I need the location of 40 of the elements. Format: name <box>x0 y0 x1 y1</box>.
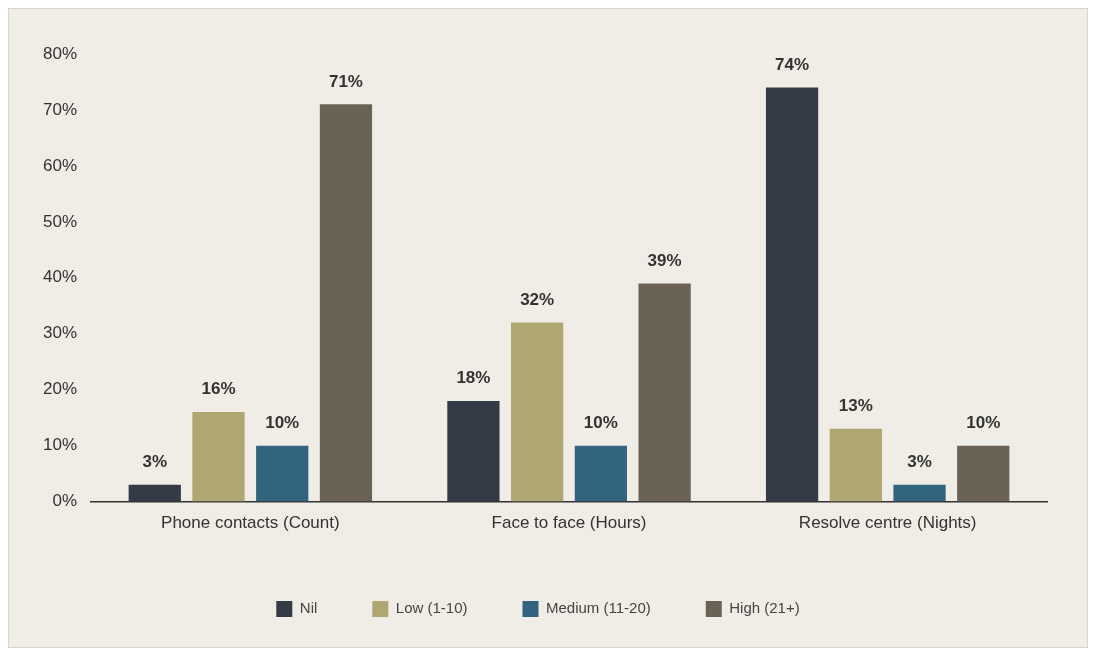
y-tick-label: 10% <box>42 435 78 455</box>
bar <box>957 445 1010 502</box>
legend-label: High (21+) <box>729 599 800 617</box>
data-label: 16% <box>201 379 236 399</box>
bar <box>256 445 309 502</box>
bar <box>128 484 181 502</box>
legend-label: Medium (11-20) <box>545 599 651 617</box>
bar <box>192 412 245 502</box>
x-tick-label: Face to face (Hours) <box>491 513 647 533</box>
y-tick-label: 0% <box>52 491 78 511</box>
data-label: 18% <box>456 368 491 388</box>
legend-label: Nil <box>299 599 318 617</box>
data-label: 32% <box>520 289 555 309</box>
bar <box>765 87 819 502</box>
bar <box>511 322 564 502</box>
bar <box>319 104 373 502</box>
data-label: 71% <box>328 71 363 91</box>
y-tick-label: 70% <box>42 99 78 119</box>
y-tick-label: 60% <box>42 155 78 175</box>
y-tick-label: 20% <box>42 379 78 399</box>
data-label: 39% <box>647 250 682 270</box>
y-tick-label: 30% <box>42 323 78 343</box>
y-tick-label: 50% <box>42 211 78 231</box>
y-tick-label: 80% <box>42 43 78 63</box>
data-label: 3% <box>907 452 932 471</box>
data-label: 74% <box>775 54 810 74</box>
legend-label: Low (1-10) <box>395 599 468 617</box>
bar <box>893 484 946 502</box>
x-tick-label: Resolve centre (Nights) <box>798 513 977 533</box>
data-label: 3% <box>142 452 168 471</box>
data-label: 13% <box>838 396 873 416</box>
bar <box>574 445 628 502</box>
data-label: 10% <box>583 412 618 432</box>
data-label: 10% <box>966 412 1001 432</box>
bar <box>638 283 691 502</box>
bar <box>829 428 882 502</box>
y-tick-label: 40% <box>42 267 78 287</box>
bar <box>447 400 500 502</box>
x-tick-label: Phone contacts (Count) <box>161 513 340 533</box>
data-label: 10% <box>265 412 300 432</box>
